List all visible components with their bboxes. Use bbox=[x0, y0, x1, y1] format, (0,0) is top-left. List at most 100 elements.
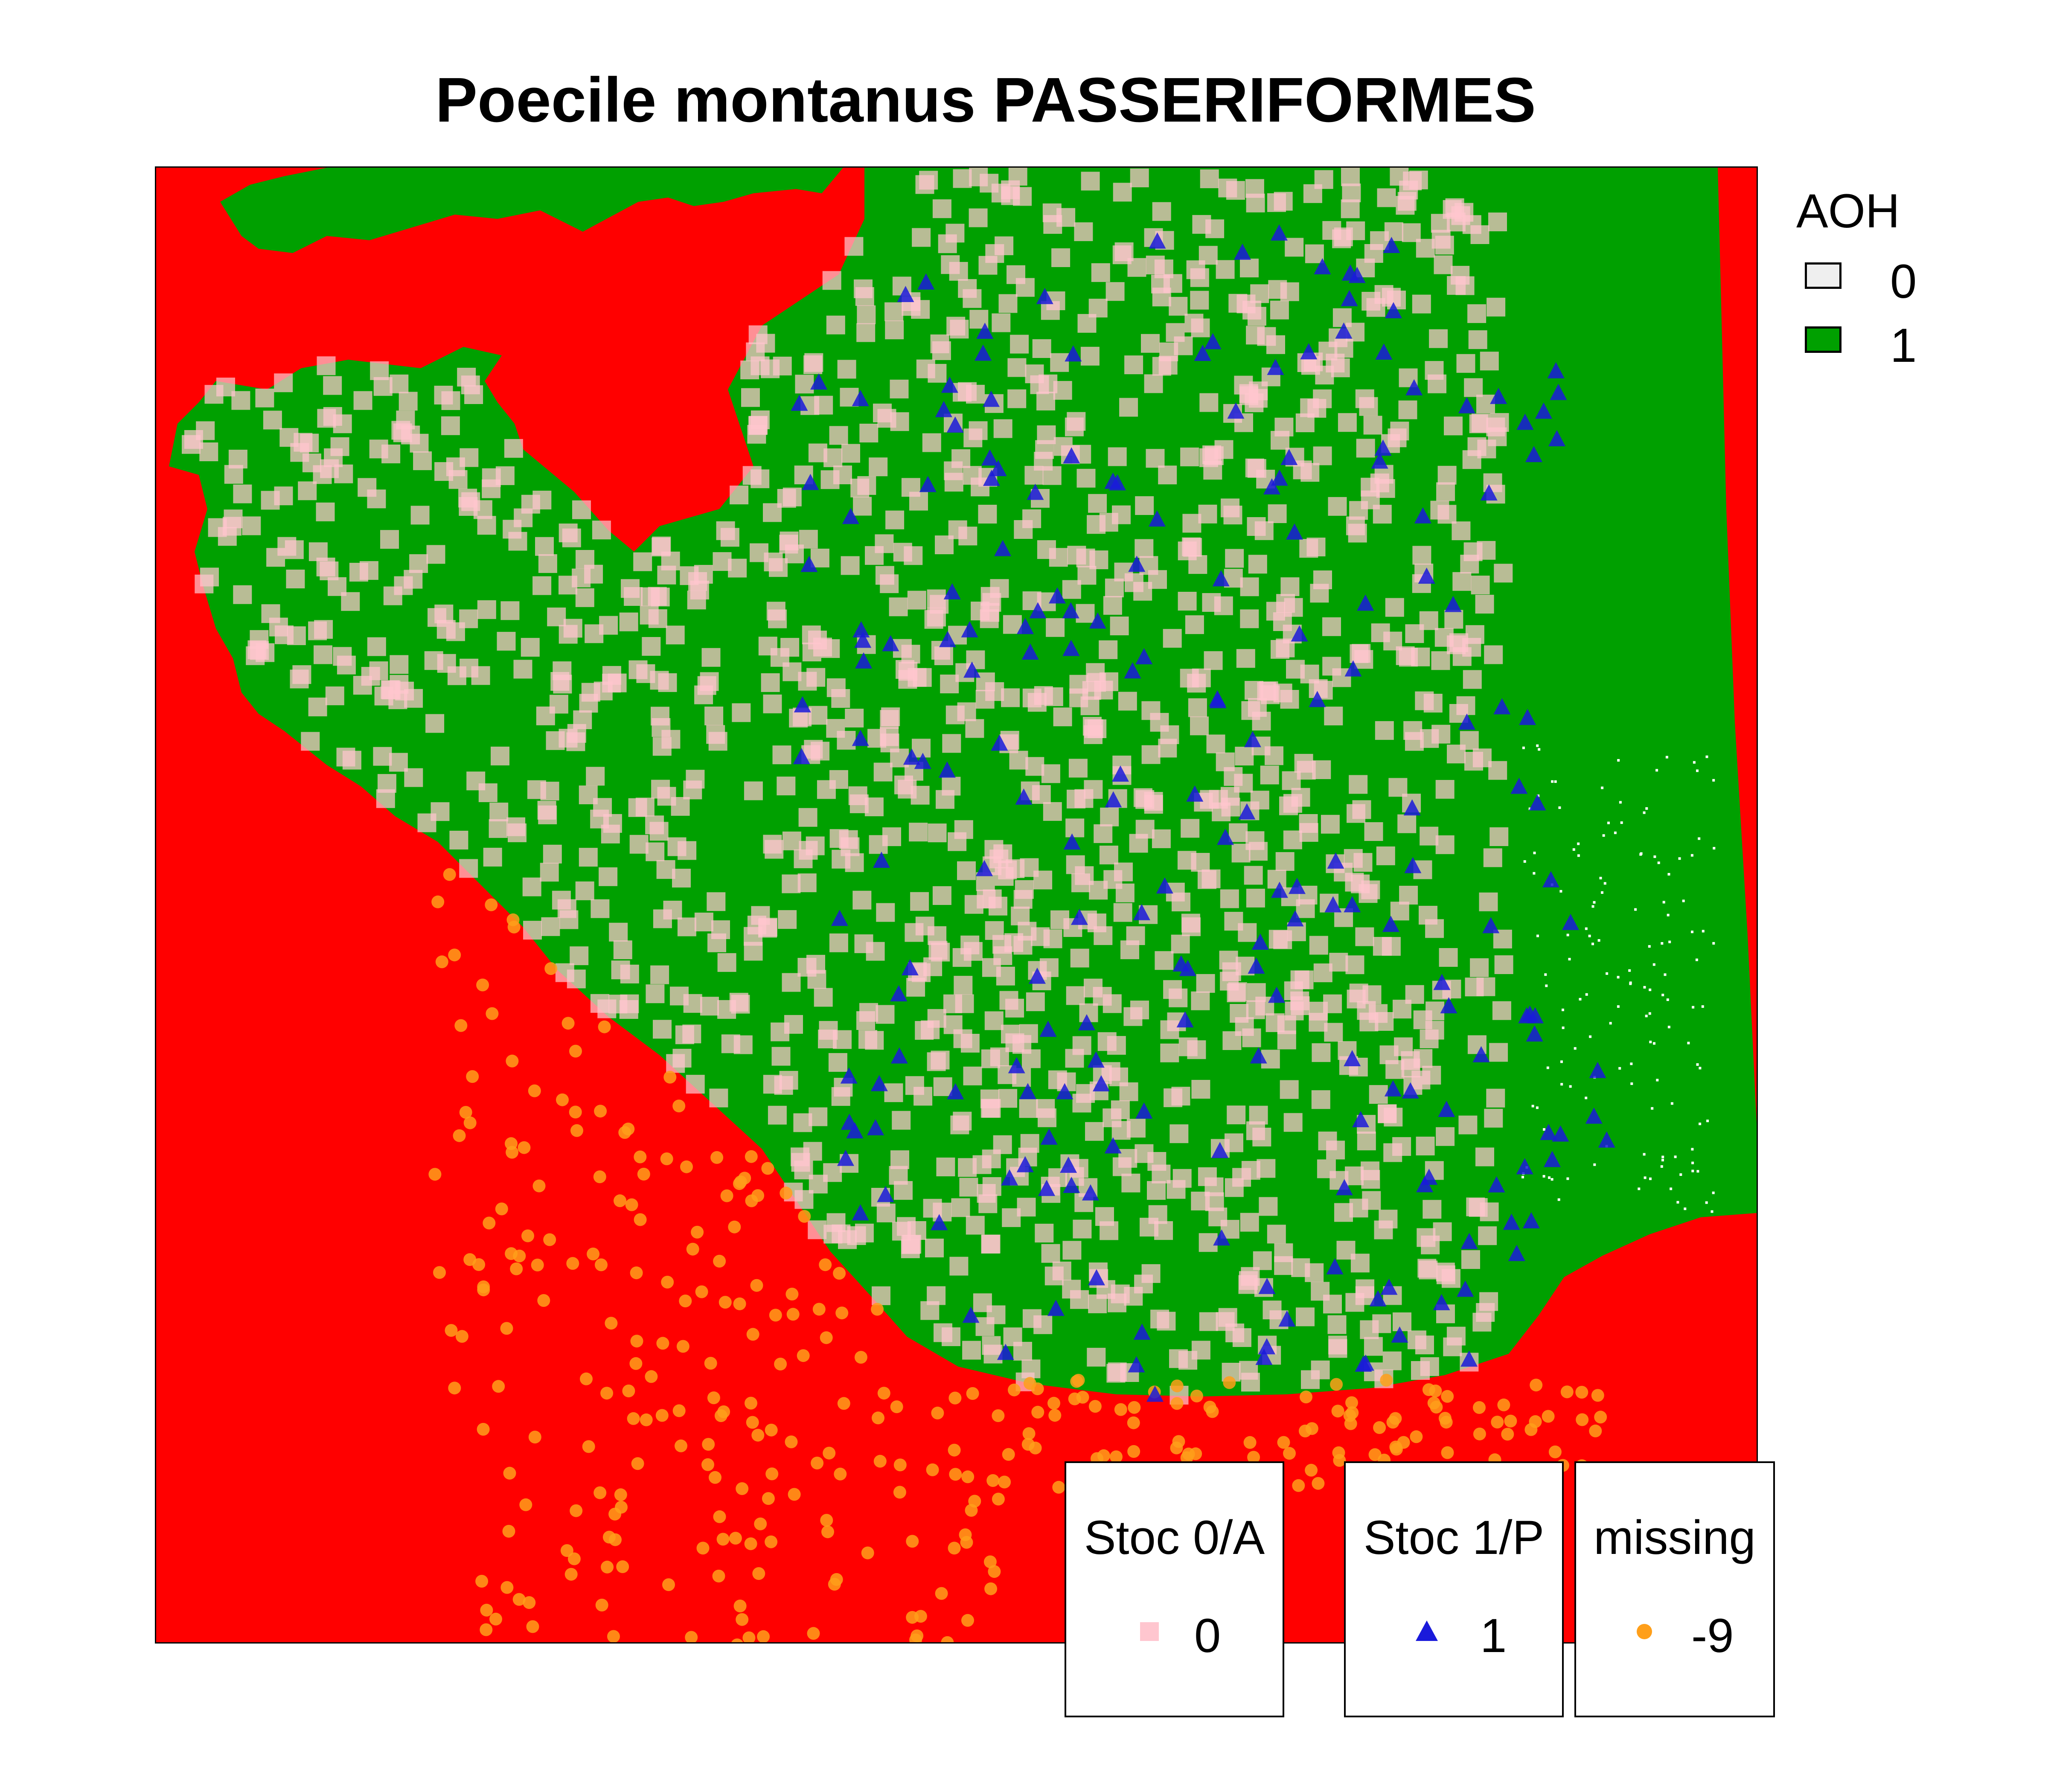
stoc-absence-point bbox=[1267, 870, 1286, 889]
stoc-presence-point bbox=[890, 985, 908, 1001]
stoc-absence-point bbox=[1494, 955, 1513, 974]
stoc-absence-point bbox=[1202, 445, 1222, 464]
stoc-absence-point bbox=[751, 469, 770, 489]
stoc-absence-point bbox=[894, 1181, 913, 1200]
stoc-absence-point bbox=[766, 602, 785, 621]
stoc-absence-point bbox=[325, 686, 344, 705]
map-panel[interactable] bbox=[155, 166, 1758, 1644]
aoh-zero-speckle bbox=[1609, 1022, 1612, 1025]
stoc-absence-point bbox=[1484, 645, 1503, 664]
aoh-zero-speckle bbox=[1551, 1178, 1553, 1181]
stoc-absence-point bbox=[579, 785, 598, 804]
stoc-absence-point bbox=[1334, 1203, 1353, 1222]
stoc-absence-point bbox=[782, 831, 801, 850]
missing-point bbox=[1312, 1477, 1325, 1490]
stoc-absence-point bbox=[1105, 579, 1124, 597]
stoc-absence-point bbox=[619, 612, 638, 631]
missing-point bbox=[1345, 1396, 1358, 1409]
stoc-presence-point bbox=[1062, 640, 1080, 656]
aoh-zero-speckle bbox=[1617, 1005, 1620, 1008]
stoc-absence-point bbox=[1240, 1213, 1259, 1232]
stoc-presence-point bbox=[991, 734, 1008, 751]
missing-point bbox=[966, 1387, 979, 1400]
aoh-zero-speckle bbox=[1533, 852, 1536, 855]
missing-point bbox=[507, 920, 521, 934]
missing-point bbox=[1501, 1428, 1514, 1441]
stoc-absence-point bbox=[998, 1089, 1018, 1108]
stoc-absence-point bbox=[651, 707, 669, 726]
missing-point bbox=[602, 1530, 616, 1544]
stoc-presence-point bbox=[1516, 1158, 1533, 1175]
stoc-absence-point bbox=[1299, 814, 1318, 833]
stoc-absence-point bbox=[784, 1015, 803, 1034]
stoc-absence-point bbox=[761, 673, 780, 692]
stoc-absence-point bbox=[381, 444, 401, 463]
stoc-absence-point bbox=[196, 421, 215, 440]
missing-point bbox=[428, 1168, 442, 1181]
missing-point bbox=[1052, 1481, 1065, 1494]
missing-point bbox=[745, 1150, 758, 1163]
missing-point bbox=[593, 1170, 606, 1184]
missing-point bbox=[1190, 1389, 1203, 1402]
stoc-absence-point bbox=[852, 890, 872, 910]
stoc-absence-point bbox=[1420, 826, 1439, 846]
missing-point bbox=[476, 978, 489, 992]
missing-point bbox=[502, 1524, 515, 1538]
aoh-zero-speckle bbox=[1696, 769, 1699, 772]
stoc-absence-point bbox=[916, 359, 935, 378]
stoc-absence-point bbox=[1036, 392, 1056, 410]
stoc-absence-point bbox=[1265, 746, 1283, 765]
stoc-presence-point bbox=[1288, 878, 1306, 894]
aoh-zero-speckle bbox=[1653, 1042, 1655, 1045]
stoc-absence-point bbox=[1240, 577, 1259, 596]
stoc-absence-point bbox=[1487, 297, 1506, 317]
stoc-absence-point bbox=[964, 895, 983, 914]
missing-point bbox=[877, 1387, 890, 1400]
stoc-absence-point bbox=[1283, 1113, 1303, 1132]
stoc-presence-point bbox=[1087, 1051, 1105, 1068]
stoc-presence-point bbox=[919, 476, 937, 492]
stoc-absence-point bbox=[782, 973, 801, 992]
aoh-zero-speckle bbox=[1696, 1063, 1699, 1066]
missing-point bbox=[762, 1492, 775, 1505]
stoc-presence-point bbox=[1385, 302, 1402, 318]
stoc-absence-point bbox=[882, 827, 901, 847]
stoc-absence-point bbox=[1147, 1181, 1166, 1200]
stoc-absence-point bbox=[675, 1025, 694, 1044]
stoc-absence-point bbox=[1378, 1104, 1397, 1123]
stoc-absence-point bbox=[915, 916, 934, 936]
stoc-absence-point bbox=[1245, 179, 1264, 198]
stoc-absence-point bbox=[1196, 974, 1215, 993]
stoc-presence-point bbox=[1111, 765, 1129, 782]
stoc-absence-point bbox=[404, 768, 423, 787]
stoc-absence-point bbox=[261, 604, 280, 623]
stoc-absence-point bbox=[1382, 1351, 1402, 1370]
stoc-absence-point bbox=[940, 675, 959, 693]
stoc-absence-point bbox=[1384, 222, 1403, 241]
stoc-absence-point bbox=[959, 1178, 978, 1197]
missing-point bbox=[1097, 1449, 1110, 1462]
stoc-absence-point bbox=[809, 1107, 828, 1126]
stoc-absence-point bbox=[1388, 778, 1408, 797]
stoc-absence-point bbox=[1324, 707, 1343, 726]
aoh-zero-speckle bbox=[1667, 913, 1670, 916]
stoc-absence-point bbox=[1198, 504, 1217, 524]
stoc-absence-point bbox=[1050, 353, 1069, 372]
missing-point bbox=[1002, 1448, 1015, 1461]
stoc-presence-point bbox=[1522, 1212, 1540, 1229]
aoh-zero-speckle bbox=[1712, 942, 1715, 945]
stoc-absence-point bbox=[931, 1050, 950, 1070]
stoc-absence-point bbox=[901, 645, 920, 664]
stoc-absence-point bbox=[798, 808, 817, 827]
stoc-presence-point bbox=[1062, 602, 1079, 619]
stoc-absence-point bbox=[538, 554, 557, 573]
stoc-absence-point bbox=[1199, 246, 1218, 265]
missing-point bbox=[774, 1358, 787, 1370]
stoc-absence-point bbox=[758, 637, 777, 656]
stoc-absence-point bbox=[349, 563, 368, 582]
stoc-absence-point bbox=[1158, 355, 1178, 375]
stoc-absence-point bbox=[1309, 936, 1328, 955]
stoc-absence-point bbox=[1489, 1043, 1508, 1062]
stoc-absence-point bbox=[1141, 701, 1161, 720]
aoh-legend: AOH 0 1 bbox=[1783, 179, 1954, 401]
